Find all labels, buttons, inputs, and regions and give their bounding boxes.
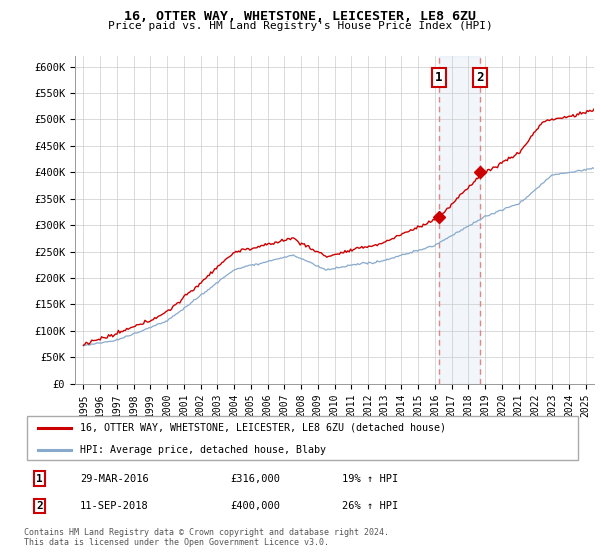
Text: £316,000: £316,000 [230,474,280,484]
Text: 2: 2 [476,71,484,83]
Text: 16, OTTER WAY, WHETSTONE, LEICESTER, LE8 6ZU: 16, OTTER WAY, WHETSTONE, LEICESTER, LE8… [124,10,476,23]
Bar [439,56,481,384]
Text: 2: 2 [36,501,43,511]
Text: 16, OTTER WAY, WHETSTONE, LEICESTER, LE8 6ZU (detached house): 16, OTTER WAY, WHETSTONE, LEICESTER, LE8… [80,423,446,433]
Text: 1: 1 [435,71,443,83]
Text: 1: 1 [36,474,43,484]
Text: Price paid vs. HM Land Registry's House Price Index (HPI): Price paid vs. HM Land Registry's House … [107,21,493,31]
Text: 29-MAR-2016: 29-MAR-2016 [80,474,149,484]
Text: HPI: Average price, detached house, Blaby: HPI: Average price, detached house, Blab… [80,445,326,455]
Text: 26% ↑ HPI: 26% ↑ HPI [342,501,398,511]
FancyBboxPatch shape [27,416,578,460]
Text: 11-SEP-2018: 11-SEP-2018 [80,501,149,511]
Text: Contains HM Land Registry data © Crown copyright and database right 2024.
This d: Contains HM Land Registry data © Crown c… [24,528,389,547]
Text: £400,000: £400,000 [230,501,280,511]
Text: 19% ↑ HPI: 19% ↑ HPI [342,474,398,484]
